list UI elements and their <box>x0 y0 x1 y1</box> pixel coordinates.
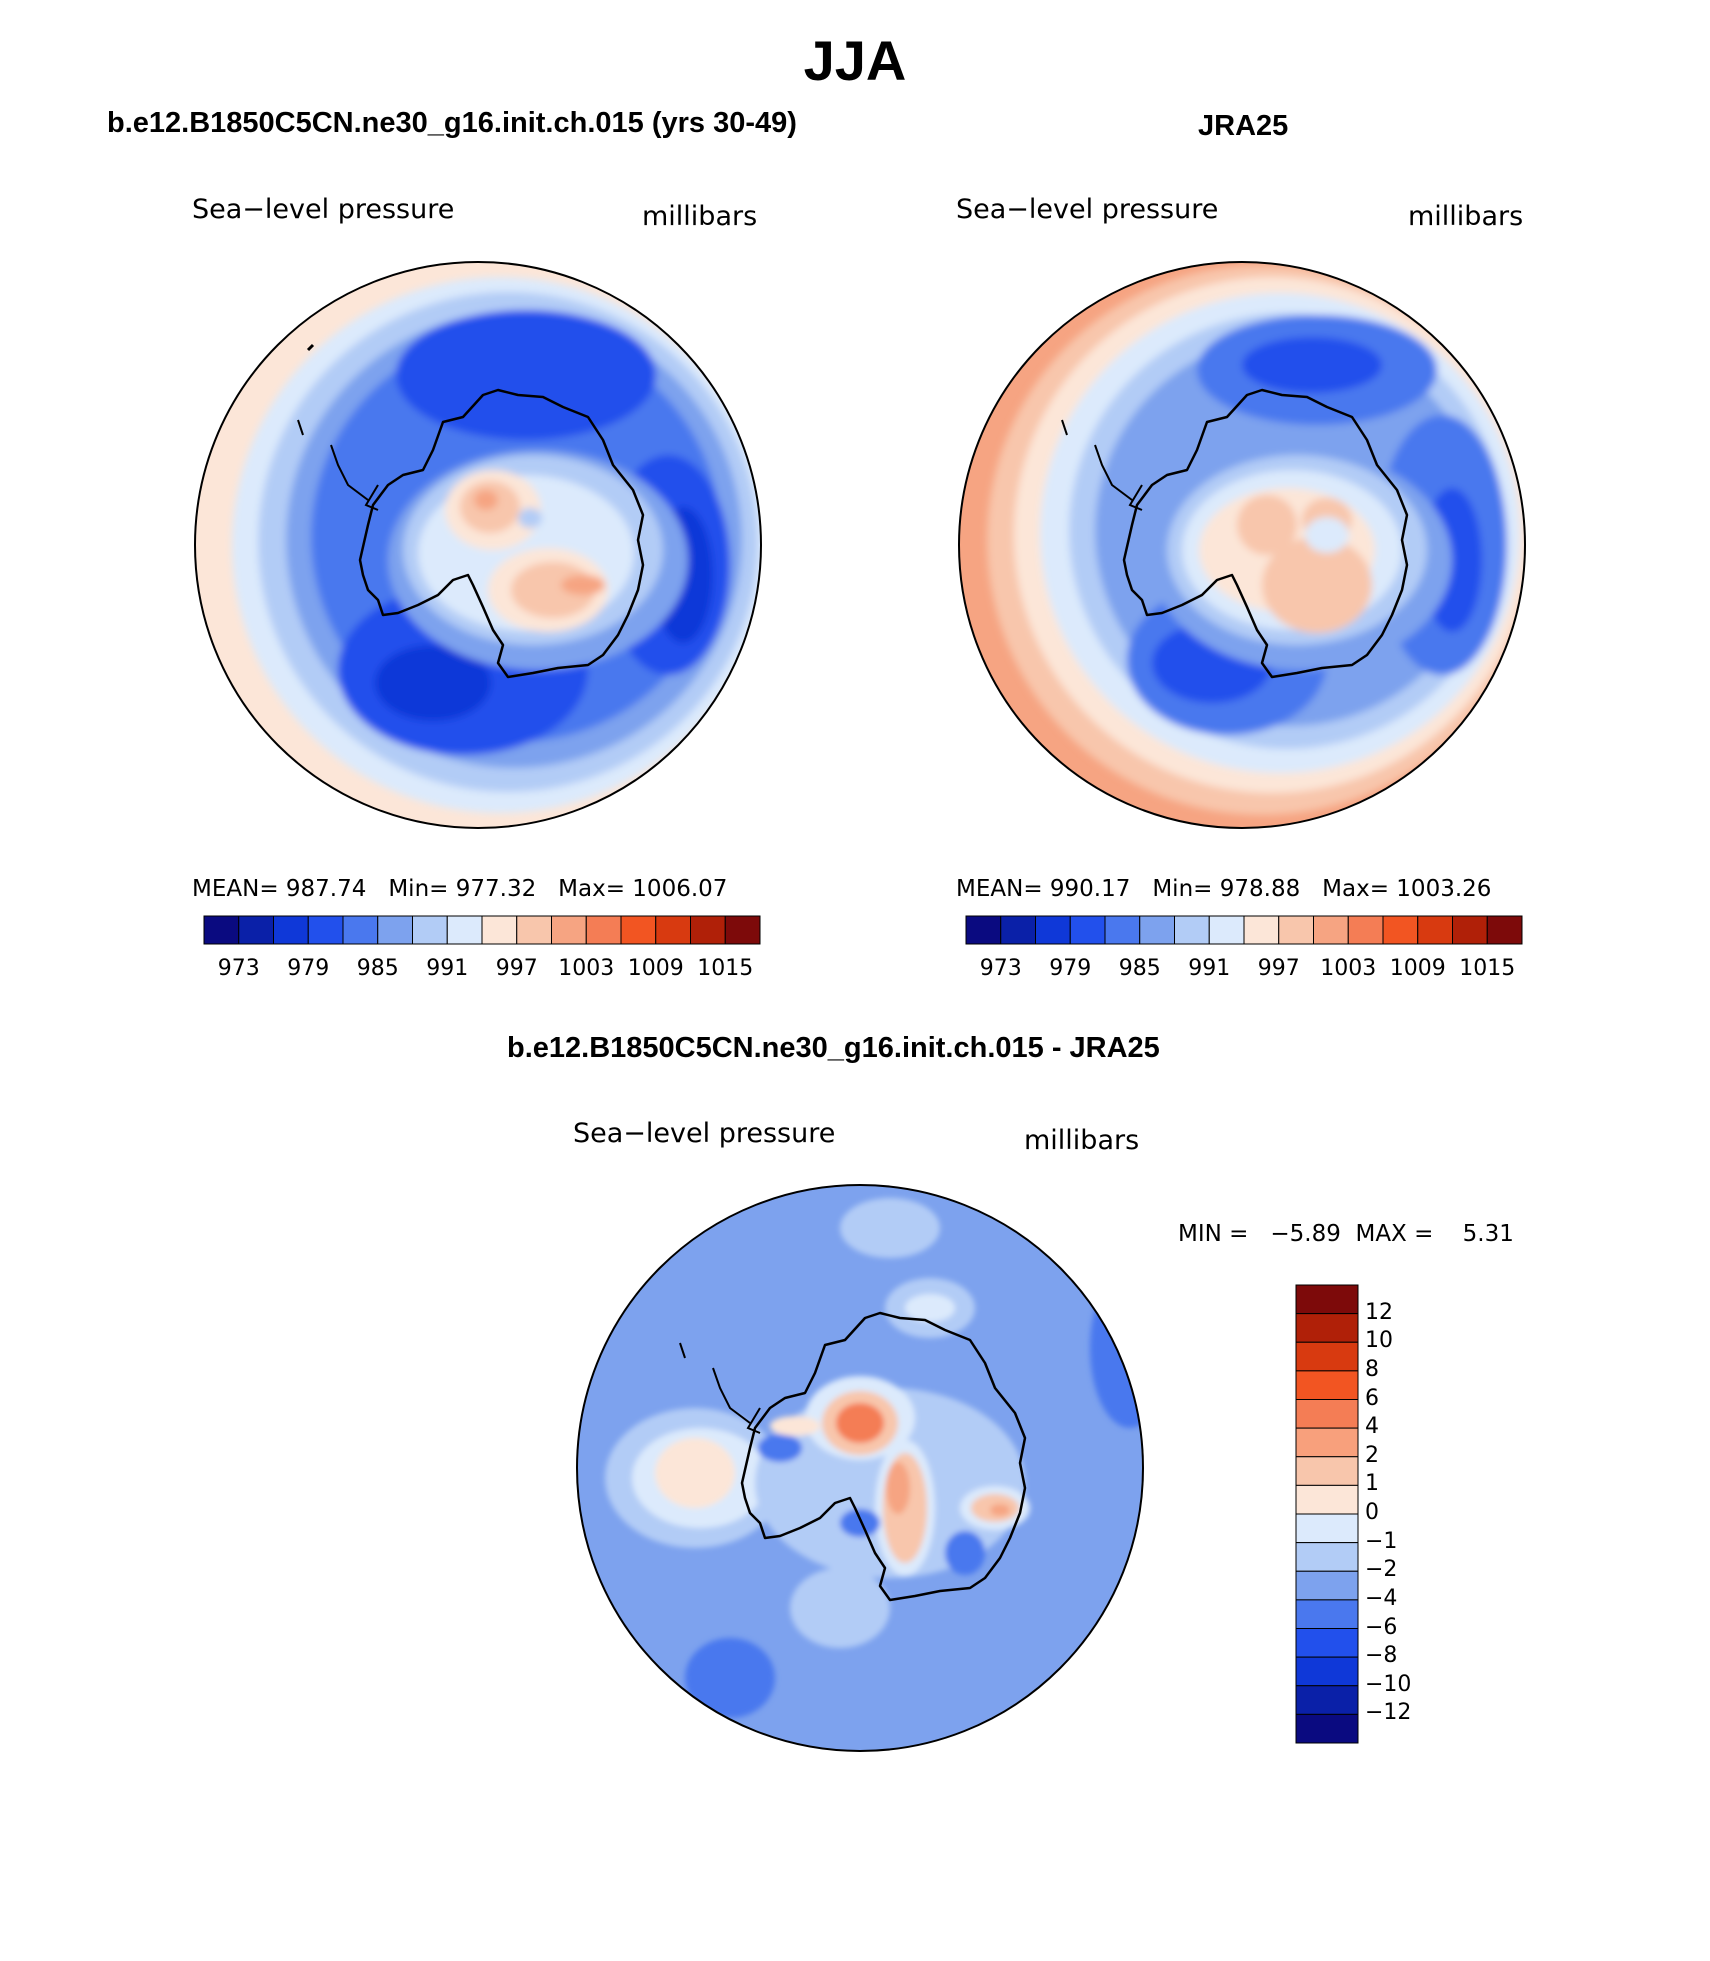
colorbar-tick-label: 8 <box>1365 1356 1379 1382</box>
colorbar-swatch <box>1295 1399 1359 1429</box>
model-stats: MEAN= 987.74 Min= 977.32 Max= 1006.07 <box>192 876 728 902</box>
colorbar-swatch <box>1452 915 1488 945</box>
model-polar-map <box>194 261 762 829</box>
model-colorbar <box>203 915 761 945</box>
colorbar-swatch <box>1295 1484 1359 1515</box>
colorbar-swatch <box>377 915 413 945</box>
colorbar-tick-label: −4 <box>1365 1585 1398 1611</box>
colorbar-tick-label: 985 <box>356 956 399 981</box>
colorbar-tick-label: 10 <box>1365 1328 1393 1354</box>
colorbar-tick-label: 0 <box>1365 1500 1379 1525</box>
obs-panel-title: JRA25 <box>1198 110 1289 142</box>
colorbar-tick-label: 985 <box>1118 956 1161 981</box>
colorbar-swatch <box>446 915 483 945</box>
colorbar-swatch <box>1208 915 1245 945</box>
colorbar-swatch <box>1069 915 1106 945</box>
model-panel-title: b.e12.B1850C5CN.ne30_g16.init.ch.015 (yr… <box>107 107 797 139</box>
colorbar-swatch <box>724 915 761 945</box>
colorbar-swatch <box>412 915 448 945</box>
colorbar-swatch <box>655 915 691 945</box>
colorbar-swatch <box>481 915 518 945</box>
colorbar-tick-label: 973 <box>217 956 260 981</box>
colorbar-swatch <box>965 915 1002 945</box>
colorbar-swatch <box>551 915 587 945</box>
colorbar-tick-label: 2 <box>1365 1442 1379 1468</box>
obs-colorbar <box>965 915 1523 945</box>
colorbar-tick-label: 1015 <box>697 956 754 981</box>
colorbar-swatch <box>1278 915 1314 945</box>
figure-title: JJA <box>803 29 907 92</box>
colorbar-swatch <box>307 915 344 945</box>
colorbar-tick-label: 979 <box>1049 956 1092 981</box>
colorbar-tick-label: 1003 <box>1320 956 1377 981</box>
colorbar-tick-label: −12 <box>1365 1700 1412 1726</box>
colorbar-swatch <box>1486 915 1523 945</box>
colorbar-tick-label: 997 <box>1257 956 1300 981</box>
colorbar-swatch <box>1295 1427 1359 1458</box>
obs-units-label: millibars <box>1408 201 1524 232</box>
colorbar-swatch <box>342 915 379 945</box>
obs-variable-label: Sea−level pressure <box>956 194 1219 225</box>
colorbar-swatch <box>238 915 274 945</box>
colorbar-swatch <box>273 915 309 945</box>
colorbar-swatch <box>1295 1313 1359 1343</box>
colorbar-swatch <box>1295 1456 1359 1486</box>
colorbar-swatch <box>690 915 726 945</box>
colorbar-swatch <box>1313 915 1349 945</box>
colorbar-tick-label: 6 <box>1365 1385 1379 1411</box>
difference-colorbar <box>1295 1284 1359 1744</box>
colorbar-tick-label: −1 <box>1365 1528 1398 1554</box>
colorbar-tick-label: 1015 <box>1459 956 1516 981</box>
model-units-label: millibars <box>642 201 758 232</box>
colorbar-tick-label: 1003 <box>558 956 615 981</box>
colorbar-tick-label: 991 <box>426 956 469 981</box>
colorbar-swatch <box>1243 915 1280 945</box>
colorbar-swatch <box>1295 1685 1359 1715</box>
colorbar-swatch <box>1295 1542 1359 1572</box>
colorbar-swatch <box>1035 915 1071 945</box>
colorbar-swatch <box>1295 1570 1359 1601</box>
colorbar-tick-label: 12 <box>1365 1299 1393 1325</box>
difference-polar-map <box>576 1184 1144 1752</box>
colorbar-swatch <box>1295 1341 1359 1372</box>
colorbar-tick-label: 1 <box>1365 1471 1379 1497</box>
difference-minmax: MIN = −5.89 MAX = 5.31 <box>1178 1221 1514 1247</box>
colorbar-swatch <box>1295 1599 1359 1629</box>
colorbar-tick-label: 973 <box>979 956 1022 981</box>
colorbar-swatch <box>1295 1370 1359 1400</box>
colorbar-tick-label: 979 <box>287 956 330 981</box>
colorbar-tick-label: 991 <box>1188 956 1231 981</box>
colorbar-tick-label: 1009 <box>627 956 684 981</box>
difference-units-label: millibars <box>1024 1125 1140 1156</box>
colorbar-tick-label: 4 <box>1365 1414 1379 1440</box>
colorbar-swatch <box>1104 915 1141 945</box>
model-variable-label: Sea−level pressure <box>192 194 455 225</box>
colorbar-tick-label: −6 <box>1365 1614 1398 1640</box>
obs-polar-map <box>958 261 1526 829</box>
colorbar-tick-label: −2 <box>1365 1557 1398 1583</box>
colorbar-swatch <box>203 915 240 945</box>
colorbar-swatch <box>1295 1713 1359 1744</box>
colorbar-swatch <box>1295 1284 1359 1315</box>
colorbar-swatch <box>1382 915 1419 945</box>
colorbar-tick-label: −8 <box>1365 1643 1398 1669</box>
colorbar-tick-label: −10 <box>1365 1671 1412 1697</box>
colorbar-tick-label: 1009 <box>1389 956 1446 981</box>
colorbar-swatch <box>1295 1656 1359 1687</box>
colorbar-swatch <box>620 915 657 945</box>
colorbar-swatch <box>585 915 622 945</box>
difference-variable-label: Sea−level pressure <box>573 1118 836 1149</box>
colorbar-swatch <box>516 915 552 945</box>
difference-panel-title: b.e12.B1850C5CN.ne30_g16.init.ch.015 - J… <box>507 1032 1160 1064</box>
colorbar-swatch <box>1139 915 1175 945</box>
colorbar-swatch <box>1295 1513 1359 1544</box>
colorbar-swatch <box>1000 915 1036 945</box>
colorbar-swatch <box>1174 915 1210 945</box>
colorbar-swatch <box>1417 915 1453 945</box>
colorbar-swatch <box>1295 1628 1359 1658</box>
obs-stats: MEAN= 990.17 Min= 978.88 Max= 1003.26 <box>956 876 1492 902</box>
colorbar-swatch <box>1347 915 1384 945</box>
colorbar-tick-label: 997 <box>495 956 538 981</box>
